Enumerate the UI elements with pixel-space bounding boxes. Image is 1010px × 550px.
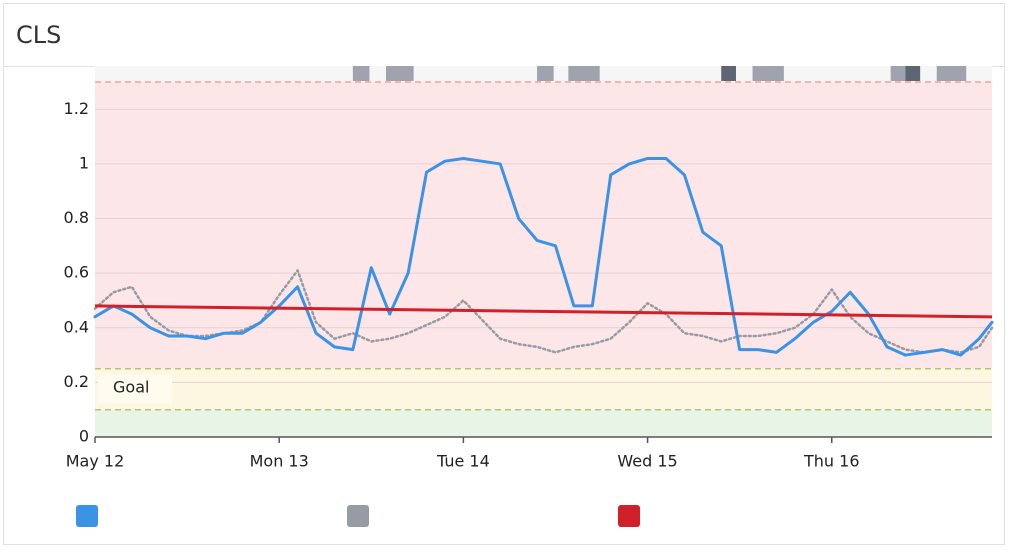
legend-swatch xyxy=(347,505,369,527)
event-marker xyxy=(890,66,906,81)
event-marker xyxy=(352,66,370,81)
series-line xyxy=(93,156,994,357)
event-marker xyxy=(386,66,414,81)
trend-line xyxy=(94,304,993,319)
event-marker xyxy=(936,66,967,81)
y-tick-label: 0 xyxy=(79,427,89,446)
x-tick-label: Wed 15 xyxy=(617,452,677,471)
zone xyxy=(95,368,992,410)
event-marker xyxy=(905,66,921,81)
series-line xyxy=(93,269,994,354)
event-marker xyxy=(537,66,554,81)
y-tick-label: 0.8 xyxy=(64,208,89,227)
event-marker xyxy=(568,66,600,81)
event-marker xyxy=(721,66,736,81)
y-tick-label: 0.4 xyxy=(64,317,89,336)
x-tick-label: Mon 13 xyxy=(250,452,309,471)
y-tick-label: 1 xyxy=(79,153,89,172)
zone xyxy=(95,82,992,369)
legend-swatch xyxy=(76,505,98,527)
y-tick-label: 0.6 xyxy=(64,263,89,282)
x-tick-label: May 12 xyxy=(66,452,125,471)
legend-swatch xyxy=(618,505,640,527)
goal-label-bg xyxy=(98,374,172,404)
x-tick-label: Thu 16 xyxy=(803,452,860,471)
y-tick-label: 0.2 xyxy=(64,372,89,391)
goal-label: Goal xyxy=(113,378,149,397)
y-tick-label: 1.2 xyxy=(64,99,89,118)
x-tick-label: Tue 14 xyxy=(436,452,490,471)
zone xyxy=(95,409,992,437)
event-marker xyxy=(752,66,784,81)
